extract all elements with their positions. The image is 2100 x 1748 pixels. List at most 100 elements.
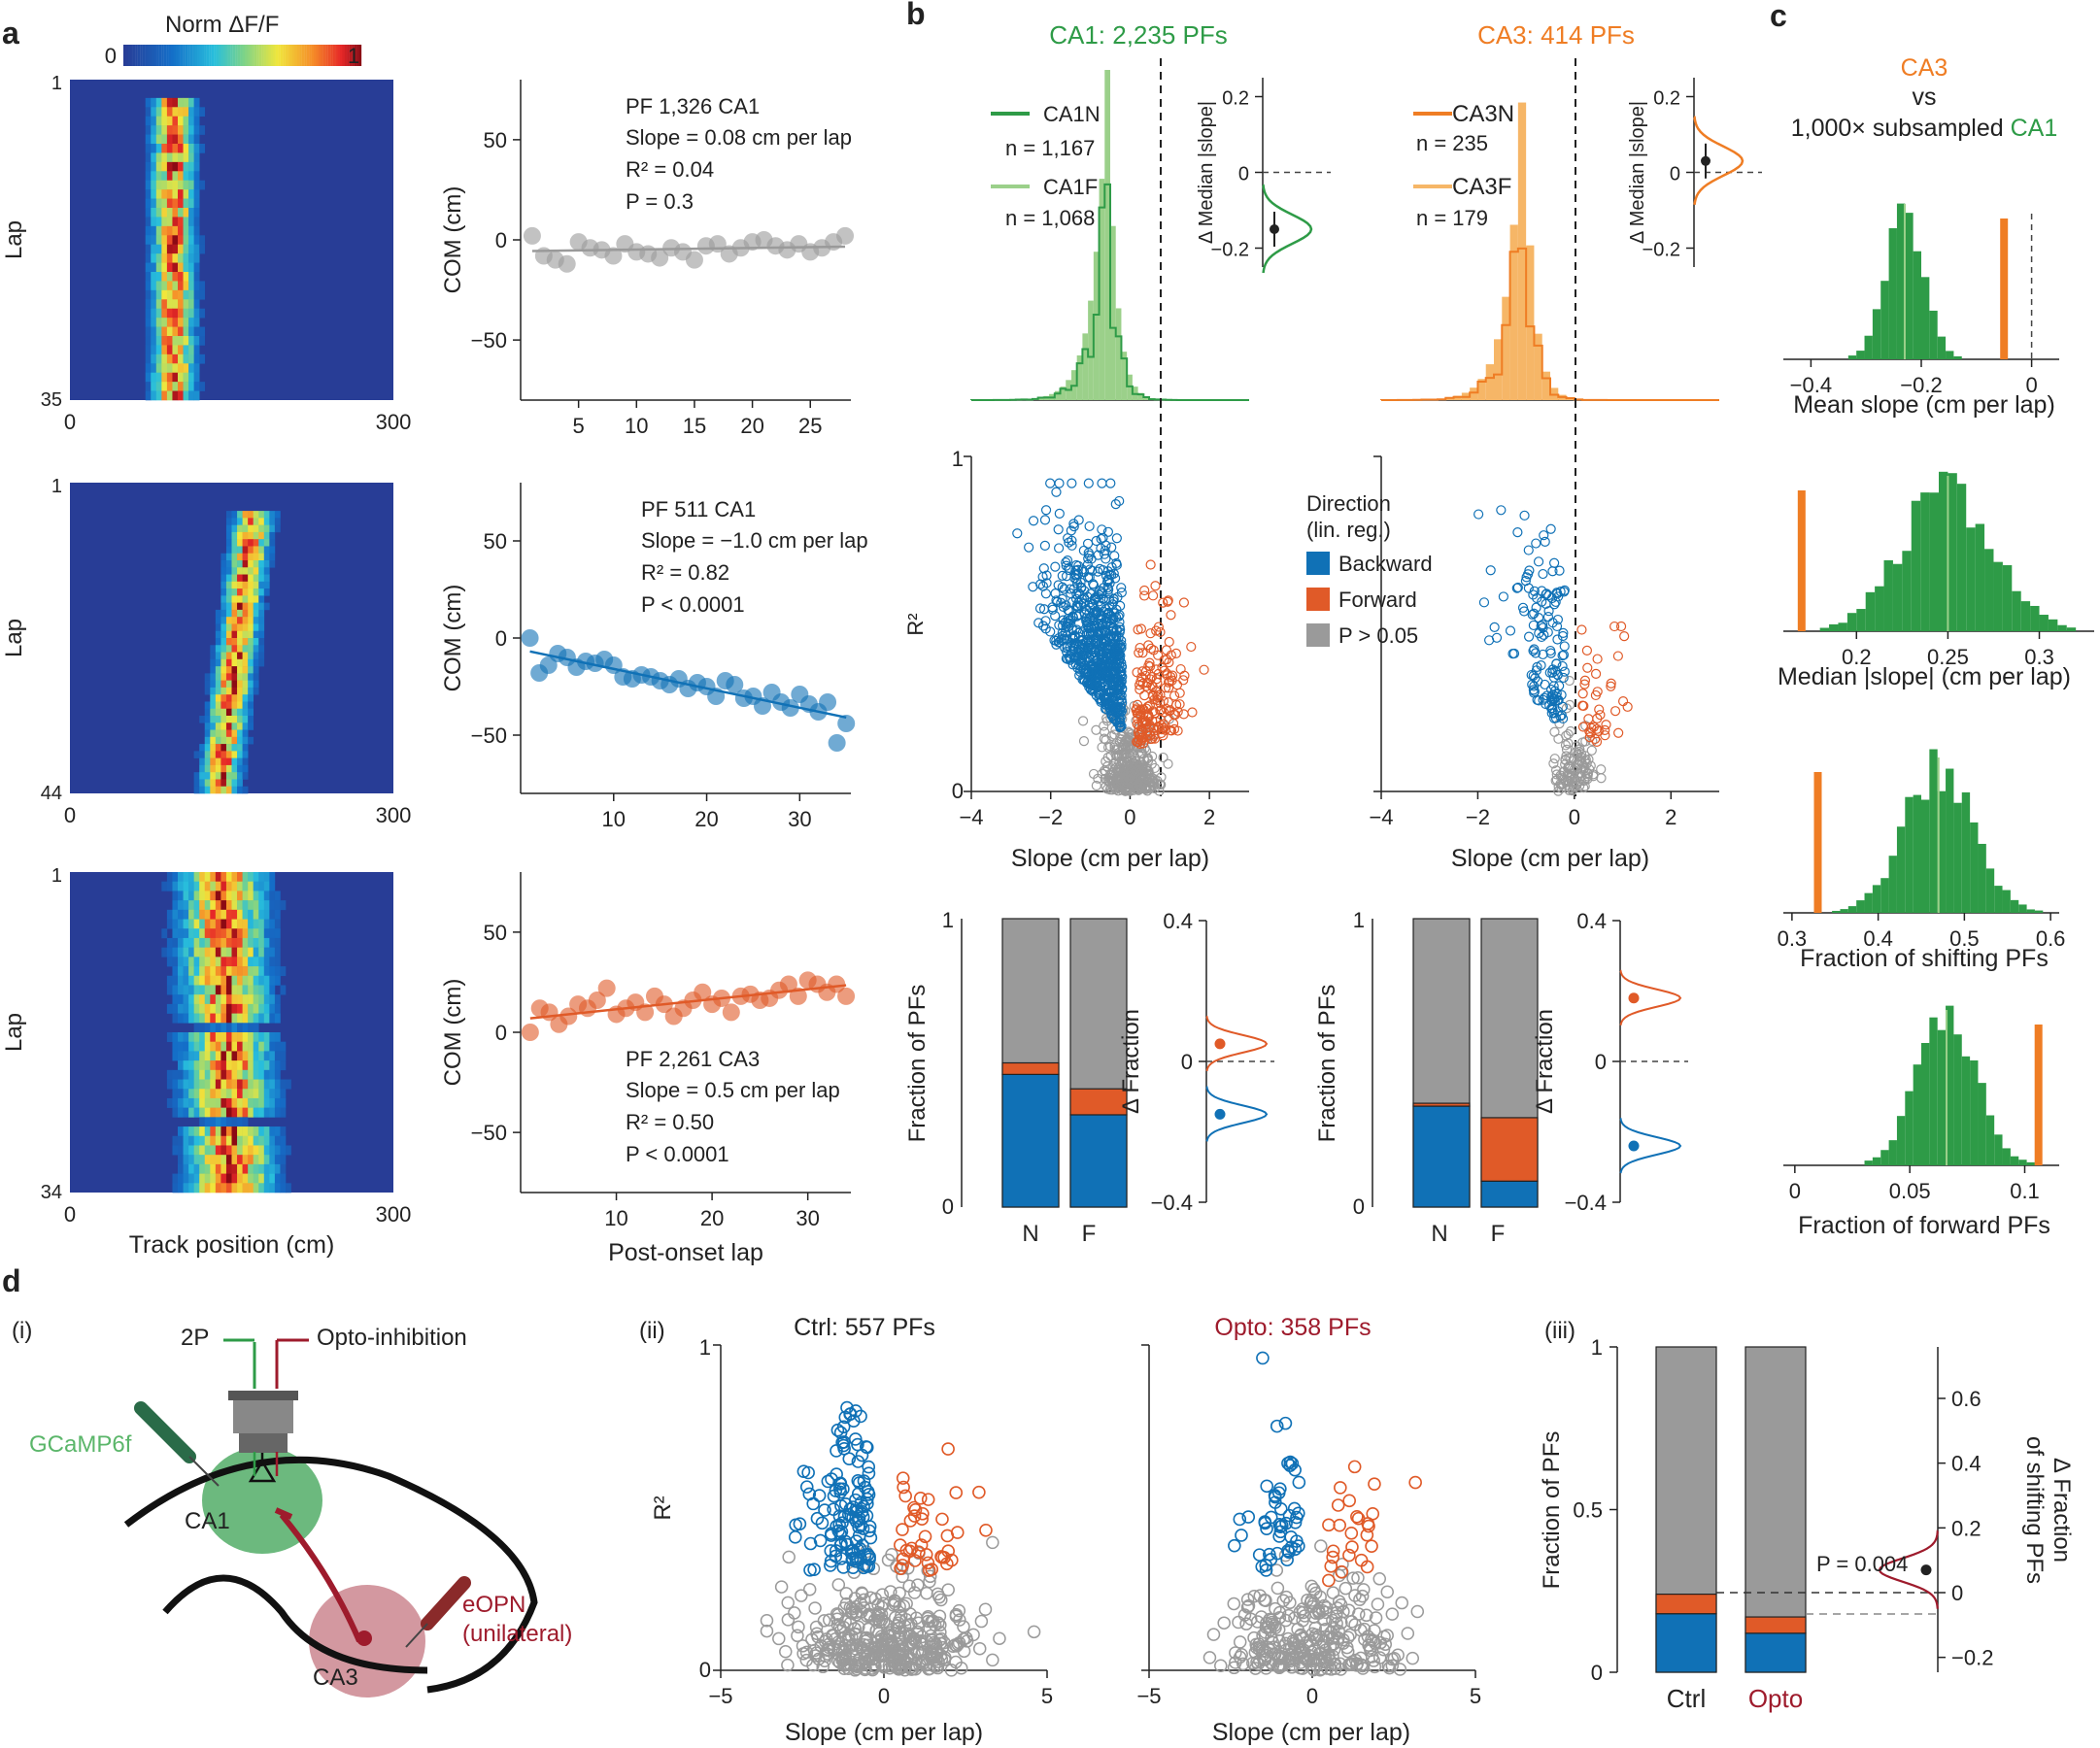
heatmap-cell	[258, 531, 265, 540]
point-ns	[1206, 1628, 1221, 1641]
heatmap-cell	[145, 326, 152, 337]
heatmap-cell	[204, 947, 211, 958]
heatmap-cell	[204, 1032, 211, 1043]
heatmap-cell	[199, 281, 206, 291]
heatmap-cell	[199, 966, 206, 977]
heatmap-cell	[242, 1145, 249, 1156]
delta-point	[1214, 1038, 1226, 1050]
heatmap-cell	[258, 1107, 265, 1118]
point-forward	[1140, 666, 1152, 677]
colorbar-segment	[314, 45, 317, 66]
point-ns	[902, 1579, 916, 1594]
delta-distribution	[1205, 1015, 1269, 1072]
heatmap-cell	[248, 716, 254, 723]
heatmap-cell	[253, 928, 259, 939]
point-backward	[1540, 536, 1550, 547]
x-tick-label: 2	[1665, 805, 1677, 829]
heatmap-cell	[269, 560, 276, 568]
colorbar-segment	[230, 45, 233, 66]
heatmap-cell	[225, 539, 232, 547]
heatmap-cell	[231, 560, 238, 568]
heatmap-cell	[237, 1107, 243, 1118]
heatmap-cell	[188, 299, 194, 310]
heatmap-cell	[215, 729, 221, 738]
y-tick-label: 0	[495, 1021, 507, 1045]
heatmap-cell	[237, 957, 243, 967]
heatmap-cell	[253, 881, 259, 891]
heatmap-cell	[199, 928, 206, 939]
heatmap-cell	[274, 928, 281, 939]
heatmap-cell	[258, 524, 265, 533]
heatmap-cell	[178, 1126, 184, 1137]
heatmap-cell	[215, 1003, 221, 1014]
heatmap-cell	[188, 225, 194, 236]
x-tick-label: 20	[740, 414, 763, 438]
point-ns	[1575, 771, 1586, 782]
heatmap-cell	[274, 1126, 281, 1137]
colorbar-segment	[299, 45, 302, 66]
heatmap-cell	[178, 1003, 184, 1014]
point-backward	[849, 1555, 864, 1568]
heatmap-cell	[215, 1089, 221, 1099]
heatmap-cell	[248, 947, 254, 958]
heatmap-cell	[237, 567, 243, 575]
heatmap-cell	[172, 217, 179, 227]
heatmap-cell	[172, 225, 179, 236]
delta-distribution	[1619, 969, 1682, 1025]
point-backward	[832, 1509, 847, 1523]
heatmap-cell	[225, 511, 232, 519]
heatmap-cell	[145, 116, 152, 126]
heatmap-cell	[199, 180, 206, 190]
point-backward	[1095, 563, 1105, 574]
pf-label: PF 1,326 CA1	[626, 94, 760, 118]
inset-tick: 0.2	[1222, 88, 1249, 110]
heatmap-cell	[215, 1117, 221, 1127]
heatmap-cell	[248, 623, 254, 632]
heatmap-cell	[210, 1173, 217, 1184]
point-backward	[1260, 1479, 1274, 1494]
heatmap-cell	[231, 736, 238, 745]
heatmap-cell	[188, 318, 194, 327]
heatmap-cell	[172, 144, 179, 153]
heatmap-cell	[231, 1126, 238, 1137]
point-backward	[1484, 635, 1495, 646]
point-backward	[1100, 692, 1110, 703]
heatmap-cell	[210, 1135, 217, 1146]
heatmap-cell	[199, 975, 206, 986]
heatmap-cell	[199, 900, 206, 911]
panel-label-d: d	[2, 1263, 21, 1298]
point-backward	[1057, 621, 1068, 631]
heatmap-cell	[225, 1013, 232, 1024]
colorbar-segment	[175, 45, 179, 66]
heatmap-cell	[220, 694, 227, 702]
heatmap-cell	[183, 363, 189, 374]
heatmap-cell	[225, 588, 232, 596]
colorbar-segment	[171, 45, 174, 66]
point-forward	[1595, 710, 1606, 721]
heatmap-cell	[188, 994, 194, 1005]
point-backward	[1096, 533, 1106, 545]
point-backward	[1092, 637, 1102, 648]
com-axis-label: COM (cm)	[440, 585, 466, 692]
heatmap-cell	[178, 1032, 184, 1043]
heatmap-cell	[242, 687, 249, 695]
point-ns	[868, 1640, 883, 1655]
heatmap-cell	[269, 1003, 276, 1014]
point-ns	[817, 1614, 831, 1628]
heatmap-cell	[248, 694, 254, 702]
colorbar-segment	[256, 45, 259, 66]
point-ns	[1323, 1654, 1337, 1667]
heatmap-cell	[242, 947, 249, 958]
heatmap-cell	[242, 891, 249, 901]
y-tick-label: 0	[1591, 1661, 1603, 1685]
subsample-bar	[1921, 277, 1930, 359]
point-backward	[843, 1502, 858, 1516]
heatmap-cell	[183, 235, 189, 246]
heatmap-cell	[225, 602, 232, 611]
heatmap-cell	[225, 623, 232, 632]
heatmap-cell	[204, 1135, 211, 1146]
panel-label-a: a	[2, 16, 19, 50]
heatmap-cell	[237, 511, 243, 519]
